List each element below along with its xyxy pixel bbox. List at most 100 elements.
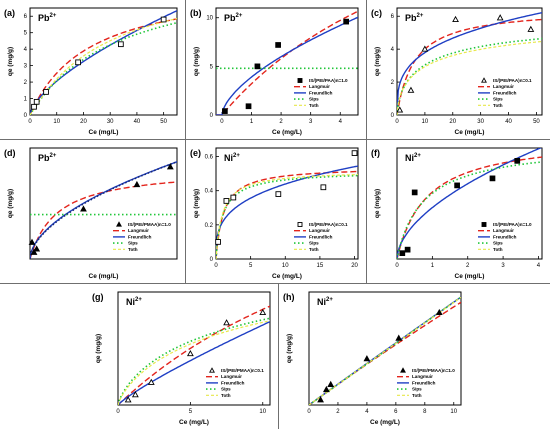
panel-label: (b): [190, 8, 202, 18]
y-tick-label: 2: [24, 80, 28, 86]
series-line-langmuir: [30, 18, 177, 115]
ion-charge: 2+: [50, 153, 57, 159]
panel-label: (h): [283, 292, 295, 302]
y-tick-label: 0: [391, 113, 395, 119]
data-point: [245, 103, 252, 110]
y-axis-label: qe (mg/g): [286, 334, 293, 363]
series-line-langmuir: [397, 18, 542, 115]
y-tick-label: 0: [210, 113, 214, 119]
grid-divider-h2: [0, 283, 550, 284]
ion-label: Ni2+: [317, 297, 333, 307]
x-tick-label: 3: [309, 119, 313, 125]
series-line-sips: [397, 161, 542, 259]
ion-charge: 2+: [414, 153, 421, 159]
ion-charge: 2+: [233, 153, 240, 159]
data-point: [215, 239, 221, 245]
data-point: [33, 245, 41, 252]
x-axis-label: Ce (mg/L): [370, 419, 400, 426]
chart-svg-g: 0 5 10 Ce (mg/L) qe (mg/g) (g) Ni2+ IS/(PEI/PMA…: [92, 291, 271, 426]
y-axis-label: qe (mg/g): [193, 189, 200, 218]
y-tick-label: 0.2: [205, 223, 214, 229]
x-tick-label: 6: [394, 409, 398, 415]
data-point: [147, 378, 155, 385]
series-line-freundlich: [216, 16, 358, 115]
chart-panel-h: 0 2 4 6 8 10 Ce (mg/L) qe (mg/g) (h) Ni2+ IS/(PEI/…: [279, 284, 469, 429]
y-tick-label: 6: [24, 14, 28, 20]
data-point: [411, 189, 418, 196]
y-tick-label: 0: [24, 113, 28, 119]
y-axis-label: qe (mg/g): [7, 47, 14, 76]
grid-divider-h1: [0, 139, 550, 140]
series-line-sips: [216, 174, 358, 259]
data-point: [160, 16, 167, 23]
chart-svg-b: 0 1 2 3 4 0 5 10 Ce (mg/L) qe (mg/g) (b) Pb2+ IS/(PE…: [190, 7, 359, 136]
x-tick-label: 15: [317, 263, 324, 269]
data-point: [320, 184, 327, 191]
data-point: [322, 385, 330, 393]
x-tick-label: 20: [449, 119, 456, 125]
series-line-sips: [30, 22, 177, 115]
x-tick-label: 50: [160, 119, 167, 125]
curves-group: [216, 10, 358, 115]
data-points: [28, 163, 174, 255]
legend-label: Sips: [128, 241, 138, 246]
data-point: [343, 18, 350, 25]
x-tick-label: 1: [431, 263, 435, 269]
chart-panel-a: 0 10 20 30 40 50 0 1 2 3 4 5 6 Ce (mg/L) qe (mg/g) (a) P…: [0, 0, 185, 139]
data-point: [230, 194, 237, 201]
ion-charge: 2+: [135, 297, 142, 303]
legend-label: Toth: [128, 247, 138, 252]
legend-label: Freundlich: [493, 234, 517, 239]
x-tick-label: 40: [134, 119, 141, 125]
legend-marker: [481, 77, 487, 83]
data-point: [454, 182, 460, 189]
legend-label: Sips: [309, 241, 319, 246]
chart-panel-e: 0 5 10 15 20 0 0.2 0.4 0.6 Ce (mg/L) qe (mg/g) (e) N…: [186, 140, 366, 283]
data-points: [396, 14, 535, 113]
x-tick-label: 0: [307, 409, 311, 415]
data-point: [80, 205, 87, 212]
legend-label: Langmuir: [309, 228, 330, 233]
plot-frame: [396, 7, 543, 116]
legend-marker: [116, 221, 122, 227]
data-point: [222, 108, 228, 114]
plot-frame: [308, 291, 462, 406]
y-tick-label: 10: [206, 16, 213, 22]
y-tick-label: 4: [24, 47, 28, 53]
data-point: [275, 42, 281, 48]
legend-label: Langmuir: [493, 228, 514, 233]
series-line-sips: [118, 317, 270, 405]
legend-marker: [400, 367, 406, 373]
x-tick-label: 2: [336, 409, 340, 415]
ion-label: Pb2+: [224, 13, 243, 23]
plot-frame: [215, 7, 359, 116]
legend-label: Sips: [221, 387, 231, 392]
data-point: [28, 238, 36, 245]
chart-svg-h: 0 2 4 6 8 10 Ce (mg/L) qe (mg/g) (h) Ni2+ IS/(PEI/…: [283, 291, 462, 426]
data-point: [489, 175, 496, 182]
series-line-langmuir: [30, 181, 177, 259]
panel-label: (e): [190, 148, 201, 158]
plot-frame: [215, 147, 359, 260]
series-line-langmuir: [309, 301, 461, 405]
data-point: [514, 158, 521, 164]
data-point: [396, 106, 404, 113]
data-points: [222, 18, 350, 114]
legend-label: Sips: [412, 387, 422, 392]
series-line-toth: [397, 40, 542, 115]
curves-group: [30, 10, 177, 115]
y-tick-label: 0.4: [205, 189, 214, 195]
legend-label: Toth: [493, 103, 503, 108]
legend-label: Langmuir: [412, 374, 433, 379]
data-point: [186, 349, 194, 357]
data-point: [124, 396, 132, 403]
y-axis-label: qe (mg/g): [95, 334, 102, 363]
data-points: [31, 16, 167, 110]
y-axis-label: qe (mg/g): [7, 189, 14, 218]
data-points: [215, 150, 358, 245]
ion-label: Pb2+: [405, 13, 424, 23]
legend-label: IS/(PEI/PAA)n=1.0: [493, 222, 532, 227]
